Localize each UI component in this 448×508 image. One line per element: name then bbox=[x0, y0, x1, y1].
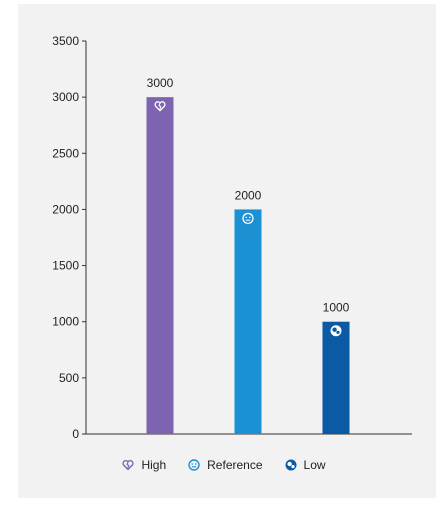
y-tick-label: 1500 bbox=[52, 259, 79, 273]
data-label: 3000 bbox=[147, 76, 174, 90]
legend: High Reference Low bbox=[0, 458, 448, 472]
data-label: 2000 bbox=[235, 188, 262, 202]
y-tick-label: 3500 bbox=[52, 34, 79, 48]
legend-label: Reference bbox=[207, 458, 263, 472]
legend-label: Low bbox=[303, 458, 326, 472]
face-in-circle-icon bbox=[285, 459, 297, 471]
legend-item-reference: Reference bbox=[188, 458, 263, 472]
data-label: 1000 bbox=[323, 301, 350, 315]
bar-reference bbox=[234, 209, 262, 434]
y-tick-label: 3000 bbox=[52, 90, 79, 104]
bar-low bbox=[322, 321, 350, 434]
legend-item-low: Low bbox=[285, 458, 326, 472]
legend-label: High bbox=[141, 458, 167, 472]
smiley-icon bbox=[188, 459, 200, 471]
smiley-icon bbox=[242, 212, 254, 225]
y-tick-label: 0 bbox=[72, 427, 79, 441]
y-tick-label: 500 bbox=[59, 371, 79, 385]
y-tick-label: 2500 bbox=[52, 146, 79, 160]
chart-panel bbox=[18, 4, 436, 498]
legend-item-high: High bbox=[122, 458, 166, 472]
bar-high bbox=[146, 97, 174, 435]
face-in-circle-icon bbox=[330, 325, 342, 337]
y-tick-label: 2000 bbox=[52, 202, 79, 216]
heart-broken-icon bbox=[154, 101, 166, 112]
heart-broken-icon bbox=[122, 459, 135, 471]
y-tick-label: 1000 bbox=[52, 315, 79, 329]
